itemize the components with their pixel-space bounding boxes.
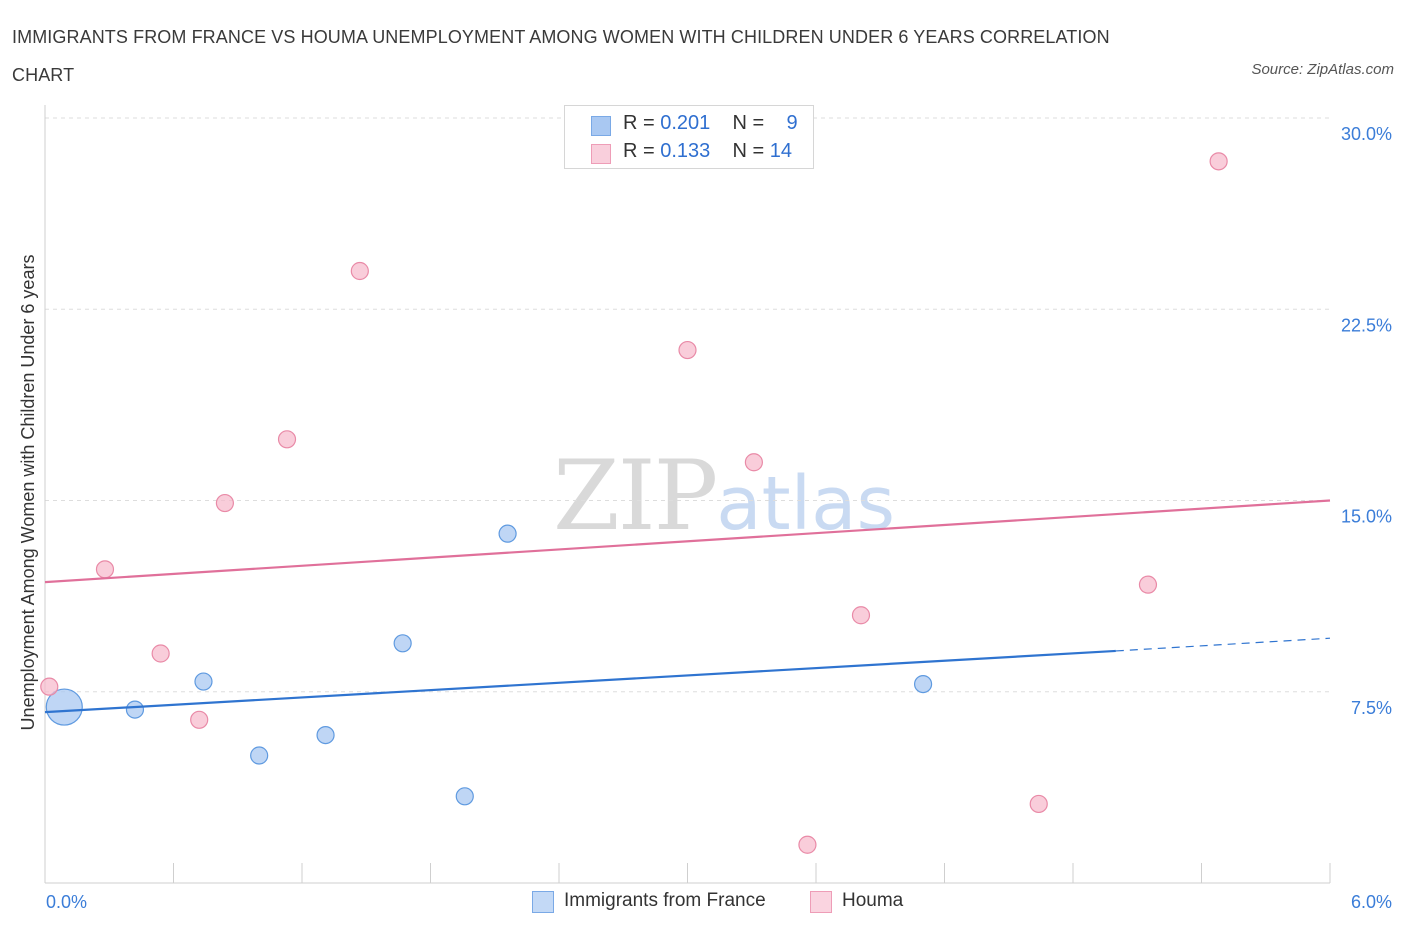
houma-point: [350, 261, 369, 281]
y-tick-label: 22.5%: [1341, 315, 1392, 335]
france-point: [250, 746, 269, 765]
houma-point: [190, 710, 209, 729]
houma-point: [215, 493, 234, 513]
houma-point: [851, 606, 871, 625]
watermark-zip: ZIP: [553, 440, 718, 552]
france-trend-line: [44, 649, 1116, 714]
houma-point: [1209, 152, 1228, 171]
houma-swatch: [591, 144, 611, 164]
watermark-atlas: atlas: [716, 461, 896, 547]
france-swatch: [591, 116, 611, 136]
x-tick-label: 6.0%: [1351, 892, 1392, 912]
watermark: ZIPatlas: [553, 440, 895, 552]
houma-point: [1029, 794, 1048, 814]
x-tick-label: 0.0%: [46, 892, 87, 912]
y-axis-label: Unemployment Among Women with Children U…: [18, 255, 38, 731]
houma-point: [1138, 575, 1158, 594]
houma-legend-swatch: [810, 891, 832, 913]
n-value: 9: [786, 112, 798, 134]
r-value: 0.201: [660, 112, 711, 134]
houma-point: [95, 560, 115, 579]
r-label: R =: [623, 112, 655, 134]
r-value: 0.133: [660, 140, 711, 162]
france-point: [45, 688, 83, 726]
houma-point: [40, 677, 59, 696]
chart-title: IMMIGRANTS FROM FRANCE VS HOUMA UNEMPLOY…: [12, 27, 1110, 85]
y-tick-label: 30.0%: [1341, 124, 1392, 144]
r-label: R =: [623, 140, 655, 162]
houma-point: [678, 340, 697, 360]
france-legend-swatch: [532, 891, 554, 913]
houma-legend-label: Houma: [842, 890, 904, 911]
n-label: N =: [732, 112, 765, 134]
stats-legend: R = 0.201 N = 9 R = 0.133 N = 14: [564, 105, 814, 169]
y-tick-label: 7.5%: [1351, 698, 1392, 718]
france-point: [913, 674, 933, 694]
france-legend-label: Immigrants from France: [564, 890, 766, 911]
france-point: [455, 787, 474, 806]
source-credit: Source: ZipAtlas.com: [1251, 61, 1394, 78]
houma-trend-line: [44, 499, 1331, 584]
n-label: N =: [732, 140, 765, 162]
france-point: [393, 634, 412, 653]
y-tick-label: 15.0%: [1341, 507, 1392, 527]
france-trend-extension: [1115, 637, 1331, 652]
france-point: [316, 725, 335, 745]
france-point: [194, 672, 213, 691]
france-point: [498, 524, 517, 543]
france-point: [125, 700, 145, 719]
houma-point: [798, 835, 817, 854]
houma-point: [151, 644, 170, 663]
n-value: 14: [769, 140, 793, 162]
houma-point: [277, 430, 297, 449]
houma-point: [744, 453, 763, 472]
